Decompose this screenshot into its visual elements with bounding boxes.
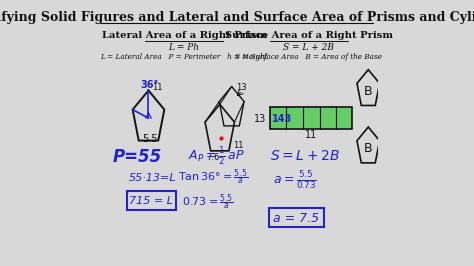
Text: a = 7.5: a = 7.5 [273, 211, 319, 225]
Text: $a = \frac{5.5}{0.73}$: $a = \frac{5.5}{0.73}$ [273, 169, 317, 191]
Text: 715 = L: 715 = L [129, 196, 173, 206]
Text: $0.73 = \frac{5.5}{a}$: $0.73 = \frac{5.5}{a}$ [182, 193, 234, 213]
Text: P=55: P=55 [113, 148, 162, 166]
FancyBboxPatch shape [269, 208, 324, 227]
Text: S = L + 2B: S = L + 2B [283, 43, 334, 52]
Text: Surface Area of a Right Prism: Surface Area of a Right Prism [225, 31, 393, 40]
Text: $S = L + 2B$: $S = L + 2B$ [270, 149, 340, 163]
Text: S = Surface Area   B = Area of the Base: S = Surface Area B = Area of the Base [236, 53, 383, 61]
Text: Identifying Solid Figures and Lateral and Surface Area of Prisms and Cylinders: Identifying Solid Figures and Lateral an… [0, 11, 474, 24]
FancyBboxPatch shape [270, 107, 352, 129]
Text: 11: 11 [152, 84, 163, 93]
Text: 55·13=L: 55·13=L [129, 173, 176, 184]
Text: 7.6: 7.6 [207, 153, 220, 162]
Text: L = Ph: L = Ph [169, 43, 200, 52]
Text: 36°: 36° [140, 81, 158, 90]
Text: 11: 11 [233, 141, 243, 150]
Text: $\mathrm{Tan}\,36°= \frac{5.5}{a}$: $\mathrm{Tan}\,36°= \frac{5.5}{a}$ [178, 168, 248, 188]
Text: 13: 13 [237, 84, 247, 93]
Text: 5.5: 5.5 [143, 134, 158, 144]
Text: 13: 13 [254, 114, 266, 124]
Text: L = Lateral Area   P = Perimeter   h = Height: L = Lateral Area P = Perimeter h = Heigh… [100, 53, 268, 61]
Text: $A_P = \frac{1}{2}\,aP$: $A_P = \frac{1}{2}\,aP$ [188, 145, 245, 167]
Text: 143: 143 [272, 114, 292, 124]
Text: 11: 11 [304, 130, 317, 140]
Text: B: B [364, 85, 373, 98]
Text: Lateral Area of a Right Prism: Lateral Area of a Right Prism [101, 31, 267, 40]
Text: B: B [364, 142, 373, 155]
FancyBboxPatch shape [127, 191, 176, 210]
